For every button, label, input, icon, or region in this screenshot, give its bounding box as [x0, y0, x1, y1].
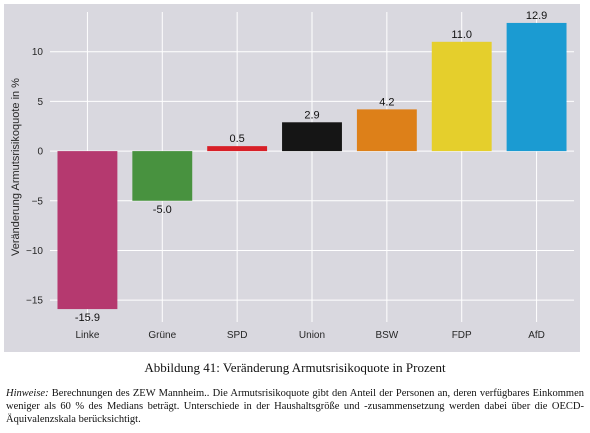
bar-chart: −15 −10 −5 0 5 10 -15.9 Linke -5.0 Grüne 0.5 SPD 2.9… — [10, 10, 574, 341]
data-label-afd: 12.9 — [526, 10, 547, 22]
x-tick-label-linke: Linke — [75, 330, 99, 341]
y-tick-label: 0 — [37, 147, 43, 158]
bar-spd — [207, 146, 268, 152]
data-label-grüne: -5.0 — [153, 204, 172, 216]
bar-union — [282, 122, 342, 152]
y-tick-label: 5 — [37, 97, 43, 108]
bar-afd — [506, 22, 567, 152]
x-tick-label-bsw: BSW — [375, 330, 398, 341]
data-label-bsw: 4.2 — [379, 96, 394, 108]
x-tick-label-spd: SPD — [227, 330, 248, 341]
y-tick-label: −10 — [26, 246, 43, 257]
x-tick-label-afd: AfD — [528, 330, 545, 341]
note-text: Berechnungen des ZEW Mannheim.. Die Armu… — [6, 388, 584, 425]
data-label-spd: 0.5 — [229, 133, 244, 145]
bar-bsw — [356, 109, 417, 152]
y-tick-label: −5 — [32, 196, 44, 207]
bar-linke — [57, 151, 118, 310]
y-tick-label: −15 — [26, 296, 43, 307]
y-axis-label: Veränderung Armutsrisikoquote in % — [10, 78, 22, 256]
note-lead: Hinweise: — [6, 388, 49, 399]
x-tick-label-union: Union — [299, 330, 325, 341]
x-tick-label-fdp: FDP — [452, 330, 472, 341]
chart-area: −15 −10 −5 0 5 10 -15.9 Linke -5.0 Grüne 0.5 SPD 2.9… — [4, 4, 580, 352]
figure-note: Hinweise: Berechnungen des ZEW Mannheim.… — [6, 387, 584, 426]
data-label-fdp: 11.0 — [451, 29, 472, 41]
data-label-union: 2.9 — [304, 109, 319, 121]
y-tick-label: 10 — [32, 47, 44, 58]
x-tick-label-grüne: Grüne — [148, 330, 176, 341]
data-label-linke: -15.9 — [75, 312, 100, 324]
figure-caption: Abbildung 41: Veränderung Armutsrisikoqu… — [144, 360, 446, 375]
bar-fdp — [431, 41, 492, 152]
bar-grüne — [132, 151, 193, 201]
